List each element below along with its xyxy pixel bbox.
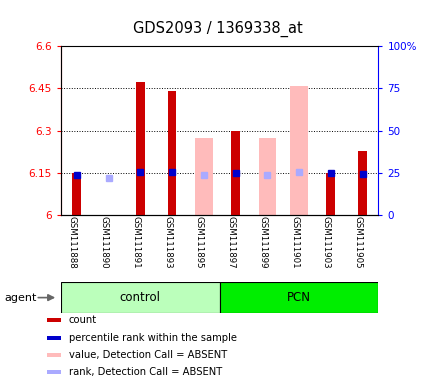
Text: control: control xyxy=(119,291,161,304)
Text: GSM111895: GSM111895 xyxy=(194,217,203,269)
Bar xyxy=(47,353,61,357)
Text: GSM111897: GSM111897 xyxy=(226,217,235,269)
Text: GSM111899: GSM111899 xyxy=(258,217,267,269)
Bar xyxy=(167,91,176,215)
Text: GSM111901: GSM111901 xyxy=(289,217,299,269)
Text: GSM111888: GSM111888 xyxy=(68,217,77,269)
Text: agent: agent xyxy=(4,293,36,303)
Bar xyxy=(289,86,307,215)
Bar xyxy=(47,370,61,374)
Text: GSM111905: GSM111905 xyxy=(353,217,362,269)
Bar xyxy=(47,318,61,323)
Bar xyxy=(357,151,366,215)
Bar xyxy=(194,137,212,215)
Text: percentile rank within the sample: percentile rank within the sample xyxy=(69,333,237,343)
Text: rank, Detection Call = ABSENT: rank, Detection Call = ABSENT xyxy=(69,367,222,377)
Text: PCN: PCN xyxy=(286,291,310,304)
Bar xyxy=(258,137,276,215)
Bar xyxy=(230,131,240,215)
FancyBboxPatch shape xyxy=(61,282,219,313)
FancyBboxPatch shape xyxy=(219,282,378,313)
Text: GSM111891: GSM111891 xyxy=(131,217,140,269)
Text: GSM111890: GSM111890 xyxy=(99,217,108,269)
Text: value, Detection Call = ABSENT: value, Detection Call = ABSENT xyxy=(69,350,227,360)
Text: GDS2093 / 1369338_at: GDS2093 / 1369338_at xyxy=(132,21,302,37)
Bar xyxy=(47,336,61,340)
Text: count: count xyxy=(69,315,97,325)
Bar xyxy=(135,82,145,215)
Bar xyxy=(326,173,335,215)
Text: GSM111903: GSM111903 xyxy=(321,217,330,269)
Bar xyxy=(72,173,81,215)
Text: GSM111893: GSM111893 xyxy=(163,217,172,269)
